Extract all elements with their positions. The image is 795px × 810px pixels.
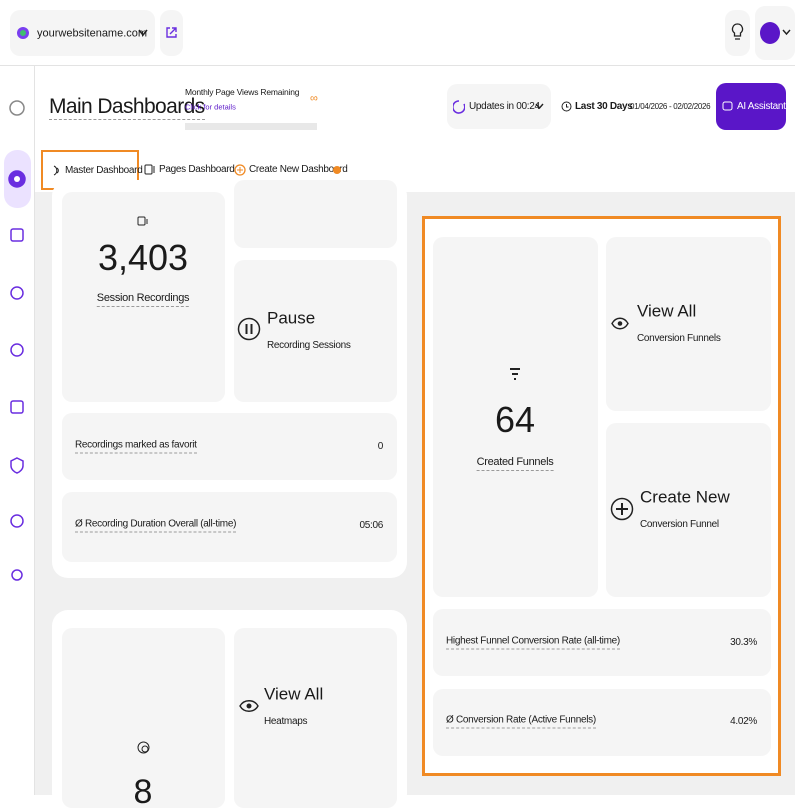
new-dot	[333, 166, 341, 174]
globe-icon	[17, 27, 29, 39]
tab-icon	[53, 165, 59, 176]
tips-button[interactable]	[725, 10, 750, 56]
tab-label[interactable]: Pages Dashboard	[159, 164, 235, 175]
external-link[interactable]	[160, 10, 183, 56]
camera-icon	[137, 216, 148, 226]
date-range[interactable]: Last 30 Days	[575, 101, 633, 112]
action-label: Heatmaps	[264, 716, 308, 727]
row-value: 05:06	[359, 520, 383, 531]
action: View All	[264, 684, 324, 704]
chevron	[782, 29, 791, 36]
stat-row: Ø Recording Duration Overall (all-time) …	[62, 492, 397, 562]
action-label: Conversion Funnel	[640, 519, 719, 530]
stat-row: Ø Conversion Rate (Active Funnels) 4.02%	[433, 689, 771, 756]
eye-icon	[611, 317, 629, 330]
top-bar: yourwebsitename.com	[0, 0, 795, 66]
row-label: Ø Recording Duration Overall (all-time)	[75, 519, 236, 533]
view-funnels-tile[interactable]: View All Conversion Funnels	[606, 237, 771, 411]
action: Pause	[267, 308, 316, 328]
profile-menu[interactable]	[755, 6, 795, 60]
tab-label: Master Dashboard	[65, 165, 143, 176]
action: Create New	[640, 487, 730, 507]
page-views-bar	[185, 123, 317, 130]
ai-assistant-button[interactable]: AI Assistant	[716, 83, 786, 130]
updates-button[interactable]: Updates in 00:24	[447, 84, 551, 129]
row-label: Highest Funnel Conversion Rate (all-time…	[446, 636, 620, 650]
heatmap-icon	[137, 741, 150, 754]
chat-icon	[722, 101, 733, 111]
add-icon	[234, 164, 246, 176]
action: View All	[637, 301, 697, 321]
row-value: 0	[377, 441, 384, 452]
count-label: Created Funnels	[476, 457, 554, 471]
row-label: Recordings marked as favorit	[75, 440, 197, 454]
page-views-link[interactable]: Click for details	[185, 102, 236, 112]
count: 64	[494, 399, 536, 440]
row-label: Ø Conversion Rate (Active Funnels)	[446, 715, 596, 729]
chevron	[138, 29, 148, 37]
create-funnel-tile[interactable]: Create New Conversion Funnel	[606, 423, 771, 597]
website-selector[interactable]: yourwebsitename.com	[10, 10, 155, 56]
add-icon	[610, 497, 634, 521]
stat-row: Highest Funnel Conversion Rate (all-time…	[433, 609, 771, 676]
page-views-value: ∞	[310, 92, 318, 105]
page-views-label: Monthly Page Views Remaining	[185, 86, 300, 97]
pause-icon	[237, 317, 261, 341]
funnels-count-tile: 64 Created Funnels	[433, 237, 598, 597]
avatar	[760, 22, 780, 44]
header: Main Dashboards Monthly Page Views Remai…	[35, 66, 795, 192]
action-label: Recording Sessions	[267, 340, 351, 351]
tile	[234, 180, 397, 248]
count: 8	[133, 773, 153, 808]
pause-tile[interactable]: Pause Recording Sessions	[234, 260, 397, 402]
chevron	[535, 103, 544, 110]
action-label: Conversion Funnels	[637, 333, 721, 344]
stat-row: Recordings marked as favorit 0	[62, 413, 397, 480]
row-value: 30.3%	[730, 637, 757, 648]
tab-icon	[144, 164, 155, 175]
link-icon	[166, 27, 177, 38]
count-label: Session Recordings	[96, 293, 190, 307]
bulb-icon	[731, 23, 744, 40]
refresh-icon	[453, 100, 465, 114]
tab-label[interactable]: Create New Dashboard	[249, 164, 348, 175]
count: 3,403	[97, 237, 189, 278]
sidebar	[0, 66, 35, 795]
heatmaps-count-tile: 8	[62, 628, 225, 808]
row-value: 4.02%	[730, 716, 757, 727]
clock-icon	[561, 101, 572, 112]
sidebar-icons	[4, 100, 31, 581]
funnel-icon	[510, 368, 520, 380]
date-values[interactable]: 01/04/2026 - 02/02/2026	[630, 102, 711, 111]
website-name: yourwebsitename.com	[37, 27, 148, 40]
updates-text: Updates in 00:24	[469, 101, 540, 112]
eye-icon	[239, 700, 259, 712]
ai-assistant-text: AI Assistant	[737, 101, 786, 112]
recordings-count-tile: 3,403 Session Recordings	[62, 192, 225, 402]
view-heatmaps-tile[interactable]: View All Heatmaps	[234, 628, 397, 808]
page-title: Main Dashboards	[49, 95, 205, 120]
